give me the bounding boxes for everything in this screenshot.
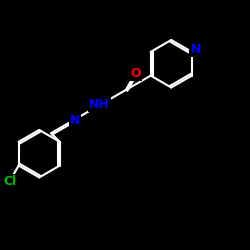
Text: N: N xyxy=(70,114,80,126)
Text: Cl: Cl xyxy=(3,175,16,188)
Text: NH: NH xyxy=(89,98,110,111)
Text: N: N xyxy=(190,44,201,57)
Text: O: O xyxy=(130,68,141,80)
